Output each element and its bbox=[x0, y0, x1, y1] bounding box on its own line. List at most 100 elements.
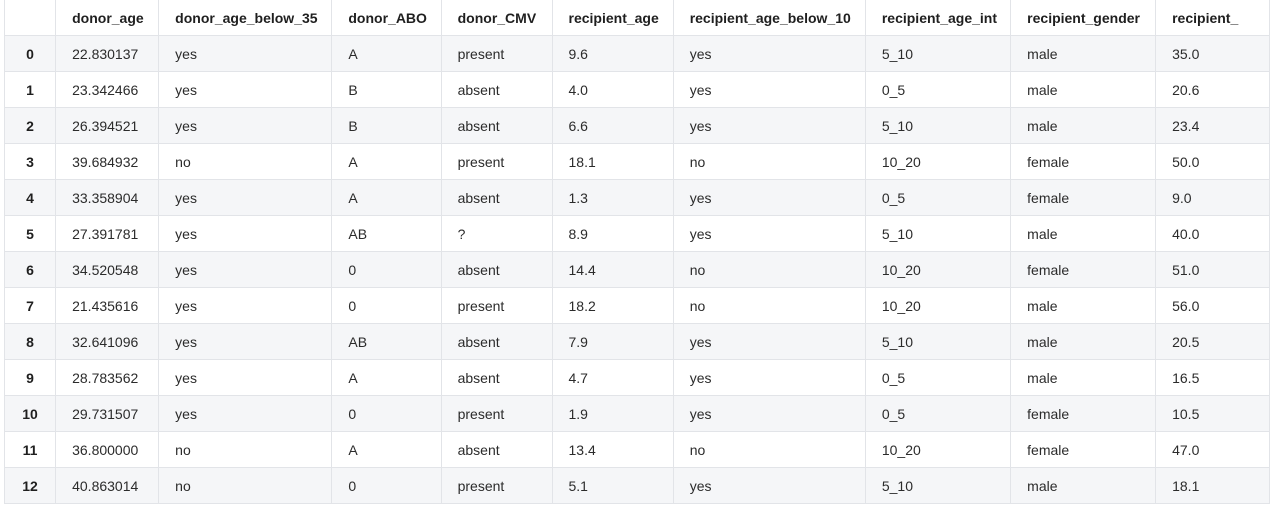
table-cell: 10_20 bbox=[864, 143, 1012, 180]
table-cell: 51.0 bbox=[1155, 251, 1270, 288]
column-header: recipient_ bbox=[1155, 0, 1270, 36]
table-cell: 4.0 bbox=[551, 71, 674, 108]
table-cell: 8.9 bbox=[551, 215, 674, 252]
table-cell: 1.9 bbox=[551, 395, 674, 432]
table-cell: present bbox=[440, 467, 553, 504]
table-row: 6 34.520548 yes 0 absent 14.4 no 10_20 female 51.… bbox=[3, 251, 1270, 288]
table-cell: B bbox=[331, 107, 442, 144]
table-cell: ? bbox=[440, 215, 553, 252]
table-cell: female bbox=[1010, 179, 1157, 216]
table-cell: 23.4 bbox=[1155, 107, 1270, 144]
row-index: 4 bbox=[3, 179, 57, 216]
table-cell: 0 bbox=[331, 287, 442, 324]
table-cell: A bbox=[331, 143, 442, 180]
table-cell: 10.5 bbox=[1155, 395, 1270, 432]
table-cell: present bbox=[440, 143, 553, 180]
table-cell: 5_10 bbox=[864, 35, 1012, 72]
table-cell: 26.394521 bbox=[55, 107, 160, 144]
table-cell: yes bbox=[672, 359, 866, 396]
dataframe-table: donor_age donor_age_below_35 donor_ABO dono… bbox=[3, 0, 1270, 504]
table-cell: 5_10 bbox=[864, 467, 1012, 504]
table-cell: 20.5 bbox=[1155, 323, 1270, 360]
table-cell: male bbox=[1010, 323, 1157, 360]
table-cell: 10_20 bbox=[864, 431, 1012, 468]
table-cell: absent bbox=[440, 107, 553, 144]
column-header: donor_age bbox=[55, 0, 160, 36]
table-cell: 0_5 bbox=[864, 179, 1012, 216]
row-index: 1 bbox=[3, 71, 57, 108]
table-cell: male bbox=[1010, 35, 1157, 72]
column-header: recipient_age bbox=[551, 0, 674, 36]
table-cell: 32.641096 bbox=[55, 323, 160, 360]
table-cell: no bbox=[158, 431, 333, 468]
table-cell: 18.1 bbox=[1155, 467, 1270, 504]
table-cell: yes bbox=[158, 359, 333, 396]
table-cell: 29.731507 bbox=[55, 395, 160, 432]
table-cell: absent bbox=[440, 431, 553, 468]
table-row: 10 29.731507 yes 0 present 1.9 yes 0_5 female 10.… bbox=[3, 395, 1270, 432]
table-cell: female bbox=[1010, 431, 1157, 468]
table-cell: yes bbox=[672, 395, 866, 432]
table-cell: 0 bbox=[331, 251, 442, 288]
table-cell: AB bbox=[331, 215, 442, 252]
table-cell: 27.391781 bbox=[55, 215, 160, 252]
table-cell: 34.520548 bbox=[55, 251, 160, 288]
table-row: 7 21.435616 yes 0 present 18.2 no 10_20 male 56.0 bbox=[3, 287, 1270, 324]
table-cell: female bbox=[1010, 251, 1157, 288]
table-cell: 18.2 bbox=[551, 287, 674, 324]
table-cell: 13.4 bbox=[551, 431, 674, 468]
table-cell: yes bbox=[158, 287, 333, 324]
table-cell: 21.435616 bbox=[55, 287, 160, 324]
table-row: 5 27.391781 yes AB? 8.9 yes 5_10 male 40.0 bbox=[3, 215, 1270, 252]
table-cell: no bbox=[158, 467, 333, 504]
table-cell: 5_10 bbox=[864, 215, 1012, 252]
table-cell: 5_10 bbox=[864, 323, 1012, 360]
row-index: 0 bbox=[3, 35, 57, 72]
table-cell: 39.684932 bbox=[55, 143, 160, 180]
table-cell: 1.3 bbox=[551, 179, 674, 216]
row-index: 8 bbox=[3, 323, 57, 360]
table-cell: 10_20 bbox=[864, 287, 1012, 324]
table-cell: 40.863014 bbox=[55, 467, 160, 504]
table-cell: yes bbox=[672, 215, 866, 252]
table-cell: 22.830137 bbox=[55, 35, 160, 72]
table-cell: A bbox=[331, 179, 442, 216]
column-header: donor_CMV bbox=[440, 0, 553, 36]
header-row: donor_age donor_age_below_35 donor_ABO dono… bbox=[3, 0, 1270, 36]
table-cell: yes bbox=[158, 179, 333, 216]
table-cell: B bbox=[331, 71, 442, 108]
table-cell: male bbox=[1010, 71, 1157, 108]
table-cell: absent bbox=[440, 179, 553, 216]
table-cell: no bbox=[672, 251, 866, 288]
table-cell: yes bbox=[158, 35, 333, 72]
row-index: 11 bbox=[3, 431, 57, 468]
table-cell: yes bbox=[158, 107, 333, 144]
table-cell: 0_5 bbox=[864, 395, 1012, 432]
table-cell: 0 bbox=[331, 395, 442, 432]
table-cell: yes bbox=[672, 107, 866, 144]
table-cell: 18.1 bbox=[551, 143, 674, 180]
table-cell: AB bbox=[331, 323, 442, 360]
table-cell: absent bbox=[440, 71, 553, 108]
table-cell: 9.6 bbox=[551, 35, 674, 72]
table-cell: 35.0 bbox=[1155, 35, 1270, 72]
index-column-header bbox=[3, 0, 57, 36]
table-cell: male bbox=[1010, 359, 1157, 396]
table-cell: 7.9 bbox=[551, 323, 674, 360]
table-cell: male bbox=[1010, 287, 1157, 324]
table-cell: male bbox=[1010, 107, 1157, 144]
column-header: donor_age_below_35 bbox=[158, 0, 333, 36]
table-cell: yes bbox=[158, 395, 333, 432]
table-cell: female bbox=[1010, 143, 1157, 180]
row-index: 2 bbox=[3, 107, 57, 144]
table-cell: yes bbox=[672, 35, 866, 72]
table-cell: 47.0 bbox=[1155, 431, 1270, 468]
table-cell: 6.6 bbox=[551, 107, 674, 144]
column-header: donor_ABO bbox=[331, 0, 442, 36]
table-cell: yes bbox=[158, 323, 333, 360]
